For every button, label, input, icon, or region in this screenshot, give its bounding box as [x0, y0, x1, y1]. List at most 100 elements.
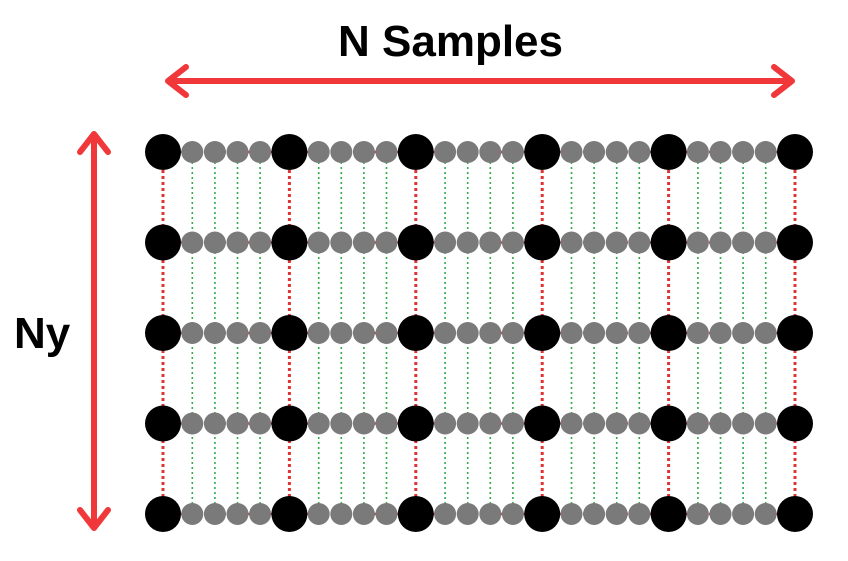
minor-sample-node [181, 503, 204, 525]
minor-sample-node [583, 231, 606, 254]
minor-sample-node [249, 231, 272, 254]
minor-sample-node [479, 322, 502, 344]
minor-sample-node [352, 322, 375, 344]
minor-sample-node [249, 412, 272, 435]
major-sample-node [777, 315, 813, 351]
major-sample-node [524, 315, 561, 351]
minor-sample-node [686, 141, 709, 163]
major-sample-node [777, 224, 813, 261]
minor-sample-node [226, 503, 249, 525]
minor-sample-node [560, 141, 583, 163]
minor-sample-node [501, 503, 524, 525]
minor-sample-node [226, 231, 249, 254]
minor-sample-node [501, 412, 524, 435]
y-axis-arrow-icon [77, 131, 111, 531]
minor-sample-node [434, 231, 457, 254]
minor-sample-node [203, 322, 226, 344]
major-sample-node [524, 405, 561, 442]
minor-sample-node [501, 141, 524, 163]
minor-sample-node [479, 231, 502, 254]
minor-sample-node [330, 412, 353, 435]
minor-sample-node [628, 503, 651, 525]
minor-sample-node [754, 141, 777, 163]
minor-sample-node [434, 503, 457, 525]
minor-sample-node [456, 141, 479, 163]
minor-sample-node [249, 141, 272, 163]
major-sample-node [524, 496, 561, 532]
major-sample-node [650, 315, 687, 351]
minor-sample-node [456, 231, 479, 254]
minor-sample-node [754, 412, 777, 435]
minor-sample-node [605, 231, 628, 254]
minor-sample-node [352, 503, 375, 525]
minor-sample-node [686, 322, 709, 344]
minor-sample-node [226, 322, 249, 344]
minor-sample-node [456, 503, 479, 525]
minor-sample-node [628, 231, 651, 254]
major-sample-node [145, 224, 181, 261]
y-axis-label: Ny [14, 309, 71, 358]
minor-sample-node [181, 322, 204, 344]
minor-sample-node [456, 412, 479, 435]
x-axis-arrow-icon [165, 64, 795, 98]
major-sample-node [271, 405, 308, 442]
minor-sample-node [375, 231, 398, 254]
major-sample-node [397, 405, 434, 442]
minor-sample-node [501, 322, 524, 344]
minor-sample-node [628, 322, 651, 344]
minor-sample-node [330, 322, 353, 344]
minor-sample-node [605, 141, 628, 163]
minor-sample-node [330, 141, 353, 163]
minor-sample-node [709, 412, 732, 435]
minor-sample-node [330, 503, 353, 525]
minor-sample-node [501, 231, 524, 254]
minor-sample-node [375, 141, 398, 163]
minor-sample-node [732, 503, 755, 525]
major-sample-node [145, 315, 181, 351]
minor-sample-node [434, 322, 457, 344]
minor-sample-node [709, 503, 732, 525]
minor-sample-node [307, 412, 330, 435]
minor-sample-node [226, 141, 249, 163]
minor-sample-node [203, 503, 226, 525]
minor-sample-node [560, 503, 583, 525]
minor-sample-node [203, 231, 226, 254]
minor-sample-node [226, 412, 249, 435]
major-sample-node [524, 134, 561, 170]
minor-sample-node [479, 412, 502, 435]
major-sample-node [271, 134, 308, 170]
minor-sample-node [249, 322, 272, 344]
minor-sample-node [732, 322, 755, 344]
minor-sample-node [181, 141, 204, 163]
minor-sample-node [434, 412, 457, 435]
minor-sample-node [754, 322, 777, 344]
minor-sample-node [709, 141, 732, 163]
minor-sample-node [456, 322, 479, 344]
minor-sample-node [434, 141, 457, 163]
minor-sample-node [686, 412, 709, 435]
major-sample-node [777, 405, 813, 442]
minor-sample-node [583, 322, 606, 344]
minor-sample-node [709, 322, 732, 344]
major-sample-node [650, 224, 687, 261]
major-sample-node [271, 224, 308, 261]
minor-sample-node [479, 503, 502, 525]
minor-sample-node [375, 322, 398, 344]
minor-sample-node [709, 231, 732, 254]
major-sample-node [397, 134, 434, 170]
major-sample-node [650, 496, 687, 532]
minor-sample-node [181, 412, 204, 435]
minor-sample-node [375, 412, 398, 435]
grid-nodes [145, 134, 813, 532]
major-sample-node [777, 134, 813, 170]
minor-sample-node [686, 503, 709, 525]
minor-sample-node [479, 141, 502, 163]
major-sample-node [145, 405, 181, 442]
minor-sample-node [560, 231, 583, 254]
major-sample-node [145, 134, 181, 170]
minor-sample-node [732, 141, 755, 163]
minor-sample-node [628, 412, 651, 435]
minor-sample-node [203, 412, 226, 435]
minor-sample-node [732, 412, 755, 435]
major-sample-node [271, 315, 308, 351]
